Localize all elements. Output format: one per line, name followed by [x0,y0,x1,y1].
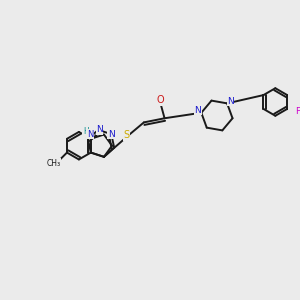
Text: O: O [157,95,164,105]
Text: N: N [227,97,234,106]
Text: CH₃: CH₃ [46,159,60,168]
Text: N: N [96,125,103,134]
Text: S: S [124,130,130,140]
Text: H: H [83,127,88,136]
Text: N: N [194,106,201,115]
Text: F: F [295,107,300,116]
Text: N: N [108,130,115,139]
Text: N: N [87,130,93,139]
